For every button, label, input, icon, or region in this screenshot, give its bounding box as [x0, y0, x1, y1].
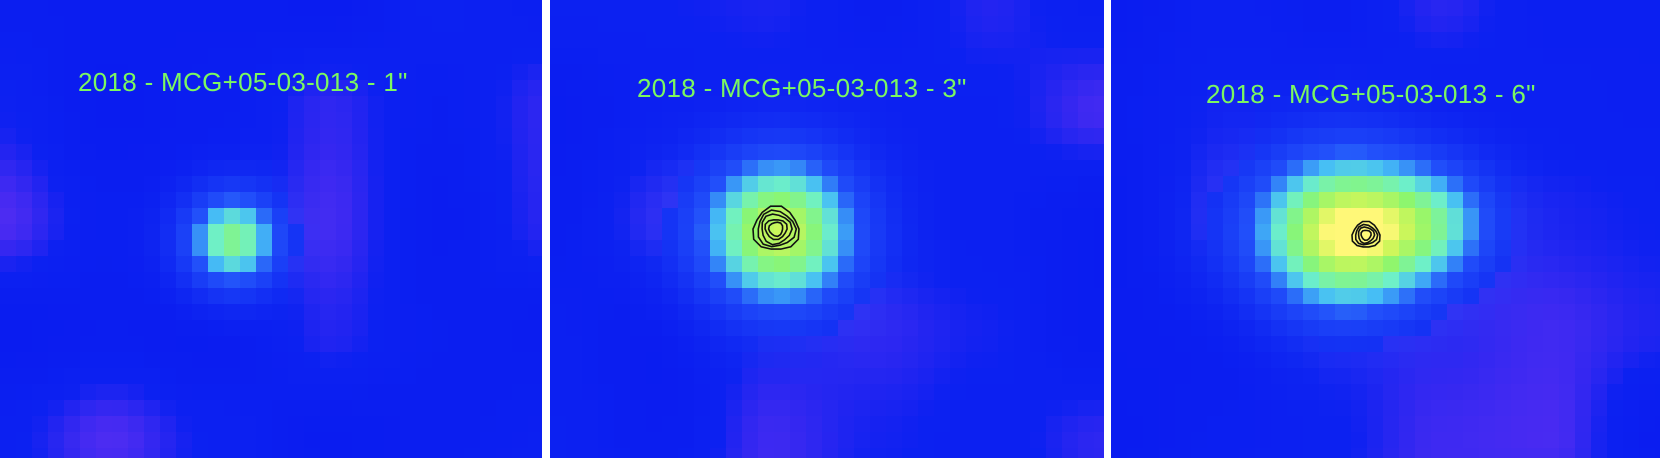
image-panel-1: 2018 - MCG+05-03-013 - 1" [0, 0, 542, 458]
contour-line [1361, 230, 1371, 240]
contour-overlay [550, 0, 1104, 458]
image-panel-2: 2018 - MCG+05-03-013 - 3" [550, 0, 1104, 458]
panel-label: 2018 - MCG+05-03-013 - 3" [637, 73, 967, 103]
contour-overlay [1111, 0, 1660, 458]
panel-label: 2018 - MCG+05-03-013 - 1" [78, 67, 408, 97]
image-panel-3: 2018 - MCG+05-03-013 - 6" [1111, 0, 1660, 458]
contour-line [769, 222, 783, 236]
panel-label: 2018 - MCG+05-03-013 - 6" [1206, 79, 1536, 109]
